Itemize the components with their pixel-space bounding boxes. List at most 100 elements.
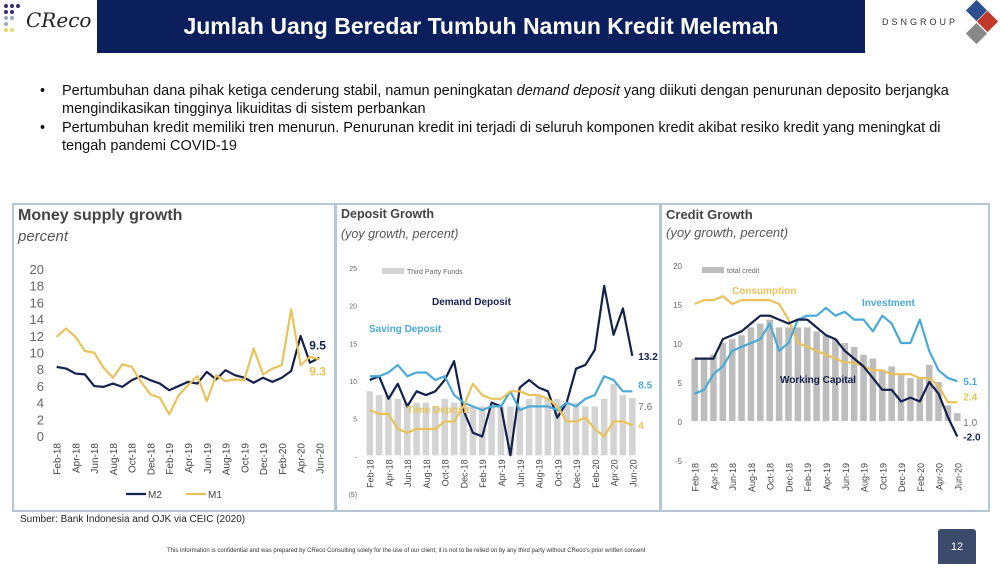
series-label: Demand Deposit xyxy=(432,297,512,308)
bar xyxy=(757,323,764,421)
x-tick-label: Feb-19 xyxy=(803,463,813,492)
bar xyxy=(822,335,830,421)
x-tick-label: Jun-18 xyxy=(90,443,101,474)
x-tick-label: Apr-19 xyxy=(497,459,507,486)
y-tick-label: 25 xyxy=(349,266,357,273)
bar xyxy=(591,406,599,456)
bar xyxy=(403,402,411,456)
x-tick-label: Dec-19 xyxy=(572,459,582,488)
x-tick-label: Feb-18 xyxy=(366,459,376,488)
bar xyxy=(728,339,736,421)
bullet-text: Pertumbuhan dana pihak ketiga cenderung … xyxy=(62,83,517,99)
x-tick-label: Apr-18 xyxy=(384,459,394,486)
bar xyxy=(935,382,942,421)
y-tick-label: 8 xyxy=(37,362,44,377)
end-label: 1.0 xyxy=(963,418,977,429)
y-tick-label: -5 xyxy=(675,457,683,466)
deposit-growth-plot: (5) - 5 10 15 20 25 Feb-18 Apr-18 Jun-18 Aug-18 Oct… xyxy=(348,266,658,499)
bar xyxy=(544,398,552,456)
bar xyxy=(629,398,636,456)
money-supply-chart: 0 2 4 6 8 10 12 14 16 18 20 Feb-18 Apr-18 Jun-18 Aug-1… xyxy=(12,203,336,512)
bar xyxy=(832,339,839,421)
logo-left-text: CReco xyxy=(26,8,92,32)
x-tick-label: Apr-20 xyxy=(610,459,620,486)
end-label: 9.3 xyxy=(309,364,326,378)
bar xyxy=(478,406,486,456)
x-tick-label: Aug-19 xyxy=(222,443,233,476)
x-tick-label: Feb-20 xyxy=(916,463,926,492)
x-tick-label: Jun-18 xyxy=(728,463,738,491)
bar xyxy=(432,406,439,456)
bar xyxy=(719,343,727,421)
bar xyxy=(525,398,533,456)
bar xyxy=(553,398,561,456)
bar xyxy=(582,406,589,456)
dsngroup-logo: DSNGROUP xyxy=(878,0,999,52)
x-tick-label: Aug-19 xyxy=(535,459,545,488)
confidentiality-footer: This information is confidential and was… xyxy=(167,548,646,554)
legend-label: M2 xyxy=(148,490,162,501)
x-tick-label: Feb-19 xyxy=(478,459,488,488)
bar xyxy=(450,402,458,456)
series-label: Consumption xyxy=(732,286,796,297)
x-tick-label: Dec-18 xyxy=(459,459,469,488)
logo-right-text: DSNGROUP xyxy=(882,17,959,27)
x-tick-label: Oct-19 xyxy=(240,443,251,473)
y-tick-label: 10 xyxy=(30,346,44,361)
bar xyxy=(710,354,717,421)
y-tick-label: 20 xyxy=(349,304,357,311)
end-label: 13.2 xyxy=(638,352,658,363)
bar xyxy=(897,374,905,421)
bar xyxy=(535,395,542,456)
bullet-item: Pertumbuhan dana pihak ketiga cenderung … xyxy=(40,82,960,118)
y-tick-label: 4 xyxy=(37,396,44,411)
y-tick-label: 14 xyxy=(30,312,44,327)
x-tick-label: Feb-18 xyxy=(691,463,701,492)
series-label: Time Deposit xyxy=(407,405,470,416)
source-note: Sumber: Bank Indonesia and OJK via CEIC … xyxy=(20,514,246,525)
bar xyxy=(766,319,774,421)
y-tick-label: 12 xyxy=(30,329,44,344)
x-tick-label: Dec-19 xyxy=(897,463,907,492)
y-tick-label: (5) xyxy=(348,492,357,499)
bullet-emphasis: demand deposit xyxy=(516,83,620,99)
y-tick-label: 15 xyxy=(349,341,357,348)
y-tick-label: 5 xyxy=(353,417,357,424)
end-label: 2.4 xyxy=(963,392,977,403)
x-tick-label: Oct-18 xyxy=(128,443,139,473)
series-line-investment xyxy=(694,306,958,395)
x-tick-label: Apr-18 xyxy=(71,443,82,473)
bar xyxy=(878,370,886,421)
credit-growth-plot: -5 0 5 10 15 20 Feb-18 Apr-18 Jun-18 Aug-18 Oct-18… xyxy=(673,262,981,492)
y-tick-label: 6 xyxy=(37,379,44,394)
bar xyxy=(813,331,820,421)
y-tick-label: 10 xyxy=(673,340,682,349)
x-tick-label: Jun-20 xyxy=(953,463,963,491)
bar xyxy=(869,358,877,421)
bar xyxy=(850,346,858,421)
end-label: 4 xyxy=(638,421,644,432)
x-tick-label: Dec-18 xyxy=(146,443,157,476)
x-tick-label: Feb-19 xyxy=(165,443,176,475)
legend-label: Third Party Funds xyxy=(407,269,463,276)
series-line-consumption xyxy=(694,295,958,404)
page-number: 12 xyxy=(938,529,976,564)
bar xyxy=(441,398,449,456)
bar xyxy=(488,406,495,456)
y-tick-label: 18 xyxy=(30,279,44,294)
creco-logo: CReco xyxy=(2,2,91,42)
chart-title: Money supply growth xyxy=(18,207,183,224)
end-label: -2.0 xyxy=(963,433,981,444)
series-label: Working Capital xyxy=(780,375,856,386)
bar xyxy=(803,327,811,421)
x-tick-label: Aug-19 xyxy=(860,463,870,492)
bar xyxy=(775,327,783,421)
bar xyxy=(691,358,698,421)
x-tick-label: Apr-19 xyxy=(184,443,195,473)
series-line-m2 xyxy=(56,334,320,392)
x-tick-label: Jun-19 xyxy=(203,443,214,474)
x-tick-label: Aug-18 xyxy=(422,459,432,488)
x-tick-label: Apr-18 xyxy=(709,463,719,490)
bar xyxy=(385,395,392,456)
bar xyxy=(572,402,580,456)
